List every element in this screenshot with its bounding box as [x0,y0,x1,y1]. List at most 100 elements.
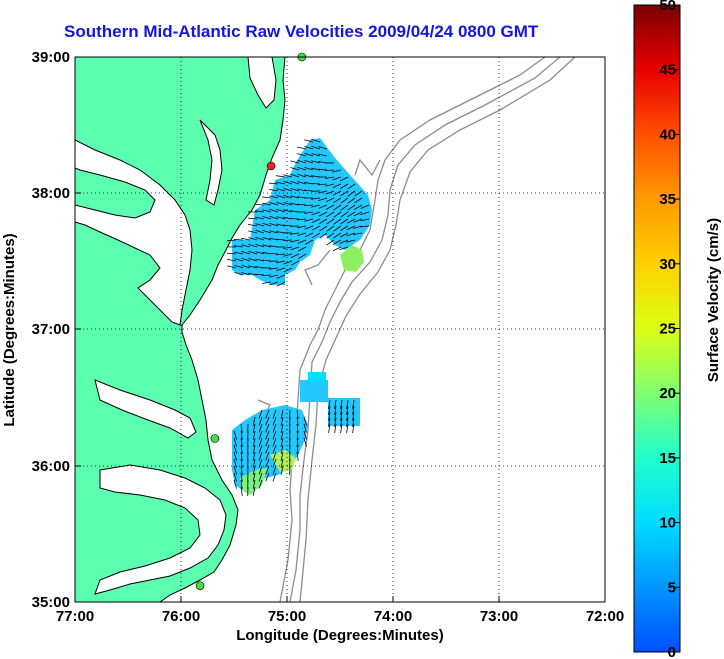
colorbar-tick-label: 20 [659,385,676,402]
bay-branch [199,119,223,206]
y-tick-label: 39:00 [32,49,70,66]
velocity-arrow [354,197,363,204]
velocity-arrow [297,188,307,192]
velocity-arrow [276,194,286,199]
velocity-arrow [272,430,277,440]
velocity-arrow [258,416,263,426]
velocity-arrow [296,203,307,206]
velocity-arrow [248,272,258,276]
velocity-arrow [283,267,293,273]
y-tick-label: 36:00 [32,458,70,475]
velocity-arrow [304,174,314,178]
x-tick-label: 73:00 [480,608,518,625]
velocity-arrow [269,230,279,234]
x-tick-label: 77:00 [56,608,94,625]
velocity-arrow [340,197,349,204]
velocity-arrow [255,258,265,262]
velocity-arrow [340,211,349,218]
colorbar-tick-label: 40 [659,126,676,143]
velocity-arrow [318,190,328,194]
field-patch-c [308,372,326,382]
velocity-arrow [325,197,335,203]
colorbar-tick-label: 5 [668,579,676,596]
velocity-arrow [280,409,284,419]
velocity-arrow [258,430,263,440]
y-axis-label: Latitude (Degrees:Minutes) [1,233,18,426]
velocity-arrow [233,472,237,482]
velocity-arrow [296,444,299,454]
sound-inlet [94,379,197,439]
velocity-arrow [290,202,300,206]
velocity-arrow [280,437,284,447]
velocity-arrow [252,486,256,496]
velocity-arrow [304,232,314,238]
velocity-arrow [296,409,299,419]
velocity-arrow [283,174,293,178]
velocity-arrow [333,232,342,239]
velocity-arrow [276,188,286,192]
velocity-arrow [340,405,343,415]
velocity-arrow [265,458,270,468]
velocity-arrow [241,257,251,262]
velocity-arrow [328,411,331,421]
velocity-arrow [319,218,328,224]
velocity-arrow [262,281,272,284]
velocity-arrow [240,423,243,433]
velocity-arrow [252,458,256,468]
velocity-arrow [318,204,328,209]
velocity-arrow [240,465,243,475]
velocity-arrow [297,159,307,164]
velocity-arrow [283,202,293,206]
velocity-arrow [276,267,286,271]
velocity-arrow [254,204,265,206]
colorbar-tick-label: 30 [659,256,676,273]
velocity-arrow [310,183,321,185]
velocity-arrow [297,166,307,171]
velocity-arrow [241,264,251,269]
velocity-arrow [272,444,277,454]
velocity-arrow [346,405,349,415]
velocity-arrow [317,183,328,186]
velocity-arrow [328,417,331,427]
velocity-arrow [325,176,335,179]
velocity-arrow [240,458,243,468]
velocity-arrow [233,458,237,468]
velocity-arrow [227,259,237,262]
velocity-arrow [233,437,237,447]
velocity-arrow [283,253,293,257]
velocity-arrow [280,444,284,454]
velocity-arrow [334,417,337,427]
velocity-arrow [252,465,256,475]
grid [75,57,605,602]
northern-field [232,138,372,285]
velocity-arrow [262,222,272,227]
velocity-arrow [290,195,300,199]
colorbar-tick-label: 0 [668,644,676,659]
velocity-arrow [290,173,300,178]
velocity-arrow [332,190,342,196]
velocity-arrow [269,189,279,192]
velocity-arrow [340,411,343,421]
velocity-arrow [333,197,342,204]
velocity-arrow [258,451,263,461]
velocity-arrow [262,229,272,234]
colorbar-tick-label: 35 [659,191,676,208]
velocity-arrow [334,399,337,409]
colorbar-tick-label: 15 [659,450,676,467]
velocity-arrow [283,181,293,185]
velocity-arrow [226,239,237,242]
velocity-arrow [353,232,363,235]
velocity-arrow [272,437,277,447]
velocity-arrow [255,236,265,241]
velocity-arrow [303,437,307,447]
velocity-arrow [276,201,286,206]
velocity-arrow [290,260,300,266]
colorbar-tick-label: 10 [659,515,676,532]
velocity-arrow [346,239,356,243]
station-marker [195,581,205,590]
southern-field [232,405,308,492]
x-tick-label: 76:00 [162,608,200,625]
velocity-arrow [352,399,355,409]
velocity-arrow [311,145,321,150]
velocity-arrow [252,437,256,447]
